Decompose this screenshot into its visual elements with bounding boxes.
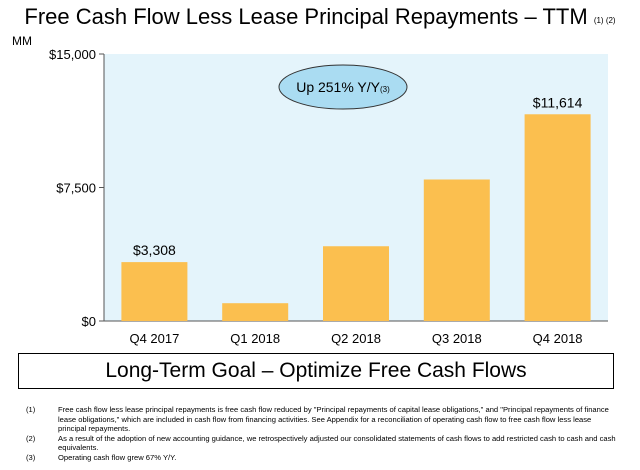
x-tick-label: Q1 2018	[230, 331, 280, 346]
bar	[222, 303, 289, 321]
data-label: $11,614	[533, 94, 583, 110]
title-footnote-refs: (1) (2)	[593, 16, 616, 25]
title-text: Free Cash Flow Less Lease Principal Repa…	[24, 4, 588, 29]
footnote-text: Free cash flow less lease principal repa…	[58, 405, 609, 434]
callout-ellipse	[278, 64, 408, 110]
x-tick-label: Q2 2018	[331, 331, 381, 346]
footnote-text: Operating cash flow grew 67% Y/Y.	[58, 452, 177, 462]
footnote: (2) As a result of the adoption of new a…	[26, 434, 616, 453]
bar	[121, 262, 188, 321]
bar-chart: $0 $7,500 $15,000 Q4 2017 $3,308 Q1 2018 Q2 20…	[49, 47, 608, 346]
x-tick-label: Q4 2017	[129, 331, 179, 346]
footnote-text: As a result of the adoption of new accou…	[58, 433, 616, 453]
footnote: (3) Operating cash flow grew 67% Y/Y.	[26, 453, 616, 463]
footnote-number: (3)	[26, 452, 36, 462]
bar	[423, 179, 490, 321]
footnote: (1) Free cash flow less lease principal …	[26, 405, 616, 434]
goal-text: Long-Term Goal – Optimize Free Cash Flow…	[105, 359, 527, 382]
callout-footnote-ref: (3)	[380, 85, 390, 94]
goal-banner: Long-Term Goal – Optimize Free Cash Flow…	[18, 353, 614, 389]
bar	[323, 246, 389, 321]
footnote-number: (1)	[26, 405, 36, 414]
y-tick-label: $7,500	[56, 181, 96, 196]
bar	[524, 114, 591, 321]
footnotes: (1) Free cash flow less lease principal …	[26, 405, 616, 463]
y-unit-label: MM	[12, 34, 32, 48]
page-title: Free Cash Flow Less Lease Principal Repa…	[0, 4, 640, 30]
data-label: $3,308	[133, 242, 176, 258]
y-tick-label: $15,000	[49, 47, 96, 62]
callout-text: Up 251% Y/Y(3)	[296, 79, 390, 95]
x-tick-label: Q3 2018	[432, 331, 482, 346]
x-tick-label: Q4 2018	[533, 331, 583, 346]
footnote-number: (2)	[26, 433, 36, 443]
y-tick-label: $0	[82, 314, 96, 329]
